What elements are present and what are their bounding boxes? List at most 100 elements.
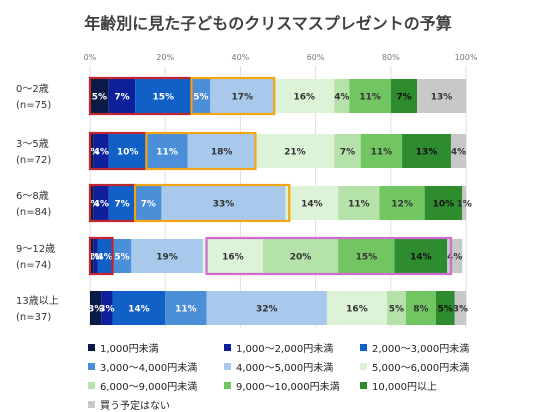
legend-entry: 6,000〜9,000円未満 [88, 378, 224, 393]
bar-segment [135, 79, 192, 113]
data-label: 5% [193, 93, 208, 103]
data-label: 1% [88, 253, 103, 263]
data-label: 8% [413, 305, 428, 315]
chart-legend: 1,000円未満 1,000〜2,000円未満 2,000〜3,000円未満 3,00… [88, 340, 528, 412]
legend-label: 5,000〜6,000円未満 [372, 363, 470, 374]
bar-segment [326, 291, 388, 325]
legend-swatch [224, 344, 231, 351]
legend-swatch [88, 344, 95, 351]
x-tick-label: 100% [455, 53, 478, 62]
bar-segment [187, 134, 256, 168]
legend-entry: 1,000〜2,000円未満 [224, 340, 360, 355]
data-label: 7% [396, 93, 411, 103]
bar-segment [90, 134, 94, 168]
data-label: 1% [84, 200, 99, 210]
highlight-box [205, 236, 453, 276]
data-label: 3% [453, 305, 468, 315]
bar-segment [101, 291, 113, 325]
bar-segment [435, 291, 455, 325]
x-tick-label: 0% [84, 53, 97, 62]
legend-swatch [88, 363, 95, 370]
data-label: 13% [416, 148, 438, 158]
data-label: 5% [92, 93, 107, 103]
data-label: 5% [114, 253, 129, 263]
category-sample-size: (n=84) [16, 207, 51, 218]
bar-segment [405, 291, 436, 325]
data-label: 4% [447, 253, 462, 263]
category-label: 9〜12歳 [16, 243, 55, 255]
stacked-bar-chart: 0% 20% 40% 60% 80% 100% 0〜2歳 (n=75) 3〜5歳 (n=72) 6〜… [16, 53, 478, 328]
data-label: 11% [156, 148, 178, 158]
bar-segment [93, 239, 98, 273]
data-label: 4% [97, 253, 112, 263]
bar-segment [108, 186, 136, 220]
data-label: 14% [128, 305, 150, 315]
chart-title: 年齢別に見た子どものクリスマスプレゼントの予算 [84, 14, 452, 33]
data-label: 21% [284, 148, 306, 158]
data-label: 16% [346, 305, 368, 315]
legend-entry: 9,000〜10,000円未満 [224, 378, 360, 393]
bar-segment [135, 186, 162, 220]
data-label: 32% [256, 305, 278, 315]
legend-label: 6,000〜9,000円未満 [100, 382, 198, 393]
bar-segment [90, 79, 109, 113]
bar-segment [112, 291, 166, 325]
data-label: 13% [431, 93, 453, 103]
data-label: 1% [84, 148, 99, 158]
legend-entry: 10,000円以上 [360, 378, 510, 393]
highlight-box [145, 131, 257, 171]
data-label: 4% [94, 148, 109, 158]
bar-segment [191, 79, 211, 113]
data-label: 3% [99, 305, 114, 315]
data-label: 17% [232, 93, 254, 103]
x-tick-label: 60% [307, 53, 325, 62]
data-label: 5% [389, 305, 404, 315]
bar-segment [165, 291, 207, 325]
bar-segment [394, 239, 448, 273]
bar-segment [379, 186, 425, 220]
data-label: 33% [213, 200, 235, 210]
legend-swatch [224, 363, 231, 370]
category-sample-size: (n=72) [16, 155, 51, 166]
data-label: 14% [410, 253, 432, 263]
bar-segment [462, 186, 466, 220]
data-label: 7% [340, 148, 355, 158]
data-label: 14% [301, 200, 323, 210]
legend-entry: 買う予定はない [88, 397, 224, 412]
legend-entry: 1,000円未満 [88, 340, 224, 355]
legend-swatch [88, 382, 95, 389]
x-tick-label: 80% [382, 53, 400, 62]
data-label: 20% [290, 253, 312, 263]
data-label: 7% [141, 200, 156, 210]
legend-label: 1,000円未満 [100, 344, 159, 355]
bar-segment [334, 134, 361, 168]
bar-segment [402, 134, 451, 168]
bar-segment [285, 186, 339, 220]
data-label: 1% [456, 200, 471, 210]
bar-segment [454, 291, 466, 325]
bar-segment [90, 186, 94, 220]
bar-segment [334, 79, 350, 113]
data-label: 16% [222, 253, 244, 263]
legend-entry: 5,000〜6,000円未満 [360, 359, 510, 374]
legend-label: 10,000円以上 [372, 382, 437, 393]
x-tick-label: 40% [232, 53, 250, 62]
data-label: 4% [451, 148, 466, 158]
legend-label: 4,000〜5,000円未満 [236, 363, 334, 374]
legend-entry: 4,000〜5,000円未満 [224, 359, 360, 374]
data-label: 16% [294, 93, 316, 103]
data-label: 11% [371, 148, 393, 158]
bar-segment [387, 291, 406, 325]
data-label: 19% [156, 253, 178, 263]
bar-segment [338, 239, 395, 273]
data-label: 15% [356, 253, 378, 263]
bar-segment [262, 239, 339, 273]
category-label: 0〜2歳 [16, 83, 49, 95]
category-label: 13歳以上 [16, 295, 59, 307]
bar-segment [90, 291, 102, 325]
legend-entry: 3,000〜4,000円未満 [88, 359, 224, 374]
data-label: 12% [391, 200, 413, 210]
bar-segment [108, 79, 136, 113]
data-label: 10% [117, 148, 139, 158]
bar-segment [146, 134, 188, 168]
